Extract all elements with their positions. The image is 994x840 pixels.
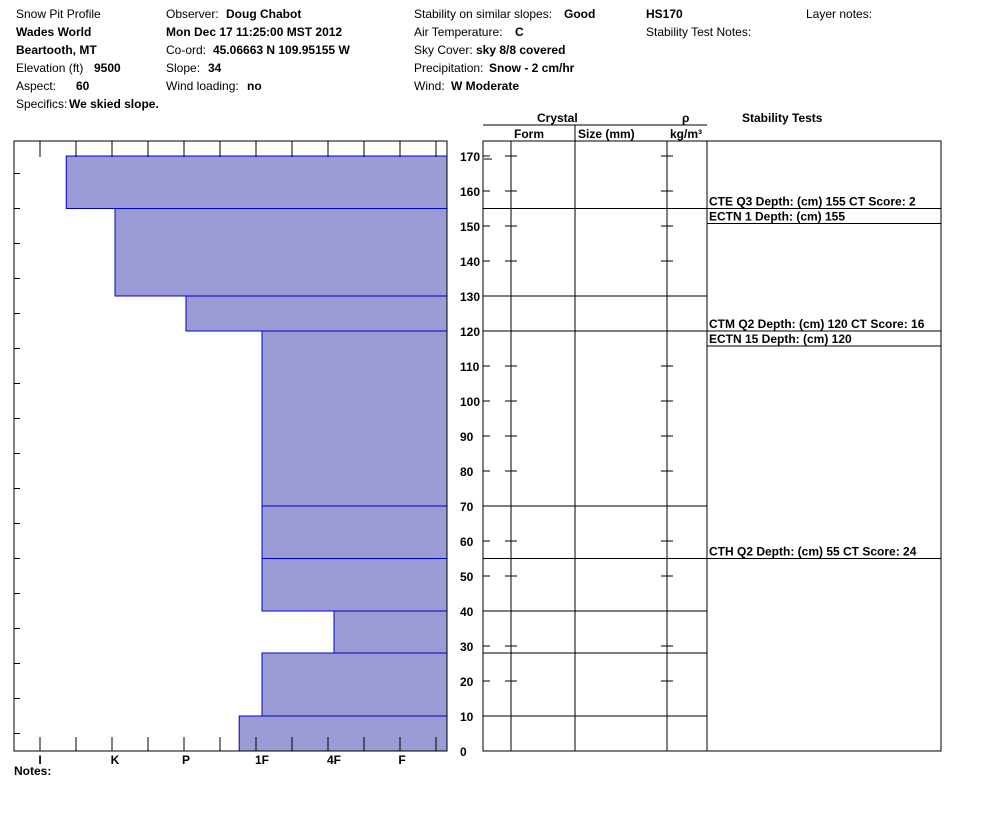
- air-temp-value: C: [515, 25, 524, 39]
- layer-notes-label: Layer notes:: [806, 7, 873, 21]
- stability-test-label: CTE Q3 Depth: (cm) 155 CT Score: 2: [709, 195, 916, 209]
- location-name: Wades World: [16, 25, 92, 39]
- hardness-label-K: K: [111, 753, 120, 767]
- sky-value: sky 8/8 covered: [476, 43, 566, 57]
- stability-test-label: CTH Q2 Depth: (cm) 55 CT Score: 24: [709, 545, 917, 559]
- depth-tick-label-50: 50: [460, 570, 474, 584]
- size-header: Size (mm): [578, 127, 635, 141]
- slope-value: 34: [208, 61, 222, 75]
- hardness-layer-0: [238, 715, 448, 752]
- density-unit: kg/m³: [670, 127, 703, 141]
- depth-tick-label-170: 170: [460, 150, 480, 164]
- depth-tick-label-140: 140: [460, 255, 480, 269]
- stability-test-notes-label: Stability Test Notes:: [646, 25, 752, 39]
- depth-tick-label-40: 40: [460, 605, 474, 619]
- sky-label: Sky Cover:: [414, 43, 473, 57]
- depth-tick-label-110: 110: [460, 360, 480, 374]
- wind-loading-label: Wind loading:: [166, 79, 239, 93]
- pit-title: Snow Pit Profile: [16, 7, 101, 21]
- aspect-label: Aspect:: [16, 79, 57, 93]
- depth-tick-label-160: 160: [460, 185, 480, 199]
- depth-tick-label-60: 60: [460, 535, 474, 549]
- specifics-label: Specifics:: [16, 97, 68, 111]
- stability-value: Good: [564, 7, 596, 21]
- observer-value: Doug Chabot: [226, 7, 302, 21]
- depth-tick-label-150: 150: [460, 220, 480, 234]
- precip-value: Snow - 2 cm/hr: [489, 61, 575, 75]
- depth-tick-label-130: 130: [460, 290, 480, 304]
- hardness-label-1F: 1F: [255, 753, 269, 767]
- depth-tick-label-120: 120: [460, 325, 480, 339]
- elevation-value: 9500: [94, 61, 121, 75]
- hardness-layer-2: [333, 610, 448, 654]
- region: Beartooth, MT: [16, 43, 97, 57]
- hardness-layer-8: [65, 155, 448, 209]
- elevation-label: Elevation (ft): [16, 61, 84, 75]
- air-temp-label: Air Temperature:: [414, 25, 503, 39]
- hardness-layer-5: [261, 330, 448, 507]
- depth-tick-label-30: 30: [460, 640, 474, 654]
- coord-value: 45.06663 N 109.95155 W: [213, 43, 350, 57]
- hardness-label-4F: 4F: [327, 753, 341, 767]
- hardness-layer-6: [185, 295, 448, 332]
- hardness-layer-3: [261, 558, 448, 612]
- wind-label: Wind:: [414, 79, 445, 93]
- wind-value: W Moderate: [451, 79, 520, 93]
- notes-label: Notes:: [14, 764, 52, 778]
- depth-tick-label-100: 100: [460, 395, 480, 409]
- stability-tests-header: Stability Tests: [742, 111, 823, 125]
- depth-tick-label-80: 80: [460, 465, 474, 479]
- observation-datetime: Mon Dec 17 11:25:00 MST 2012: [166, 25, 343, 39]
- hardness-layer-1: [261, 652, 448, 717]
- coord-label: Co-ord:: [166, 43, 207, 57]
- hardness-layer-4: [261, 505, 448, 559]
- hardness-plot-frame: [13, 140, 448, 752]
- crystal-header: Crystal: [537, 111, 578, 125]
- slope-label: Slope:: [166, 61, 201, 75]
- stability-test-label: CTM Q2 Depth: (cm) 120 CT Score: 16: [709, 317, 925, 331]
- stability-test-label: ECTN 15 Depth: (cm) 120: [709, 332, 852, 346]
- density-symbol: ρ: [682, 111, 690, 125]
- depth-tick-label-70: 70: [460, 500, 474, 514]
- depth-tick-label-0: 0: [460, 745, 467, 759]
- depth-tick-label-10: 10: [460, 710, 474, 724]
- wind-loading-value: no: [247, 79, 262, 93]
- stability-test-label: ECTN 1 Depth: (cm) 155: [709, 210, 845, 224]
- layer-table-frame: [482, 140, 942, 752]
- depth-tick-label-90: 90: [460, 430, 474, 444]
- hardness-label-F: F: [398, 753, 405, 767]
- aspect-value: 60: [76, 79, 90, 93]
- total-snow-height: HS170: [646, 7, 683, 21]
- hardness-label-I: I: [38, 753, 41, 767]
- form-header: Form: [514, 127, 544, 141]
- specifics-value: We skied slope.: [69, 97, 159, 111]
- observer-label: Observer:: [166, 7, 219, 21]
- depth-tick-label-20: 20: [460, 675, 474, 689]
- hardness-label-P: P: [182, 753, 190, 767]
- stability-label: Stability on similar slopes:: [414, 7, 553, 21]
- precip-label: Precipitation:: [414, 61, 484, 75]
- hardness-layer-7: [114, 208, 448, 297]
